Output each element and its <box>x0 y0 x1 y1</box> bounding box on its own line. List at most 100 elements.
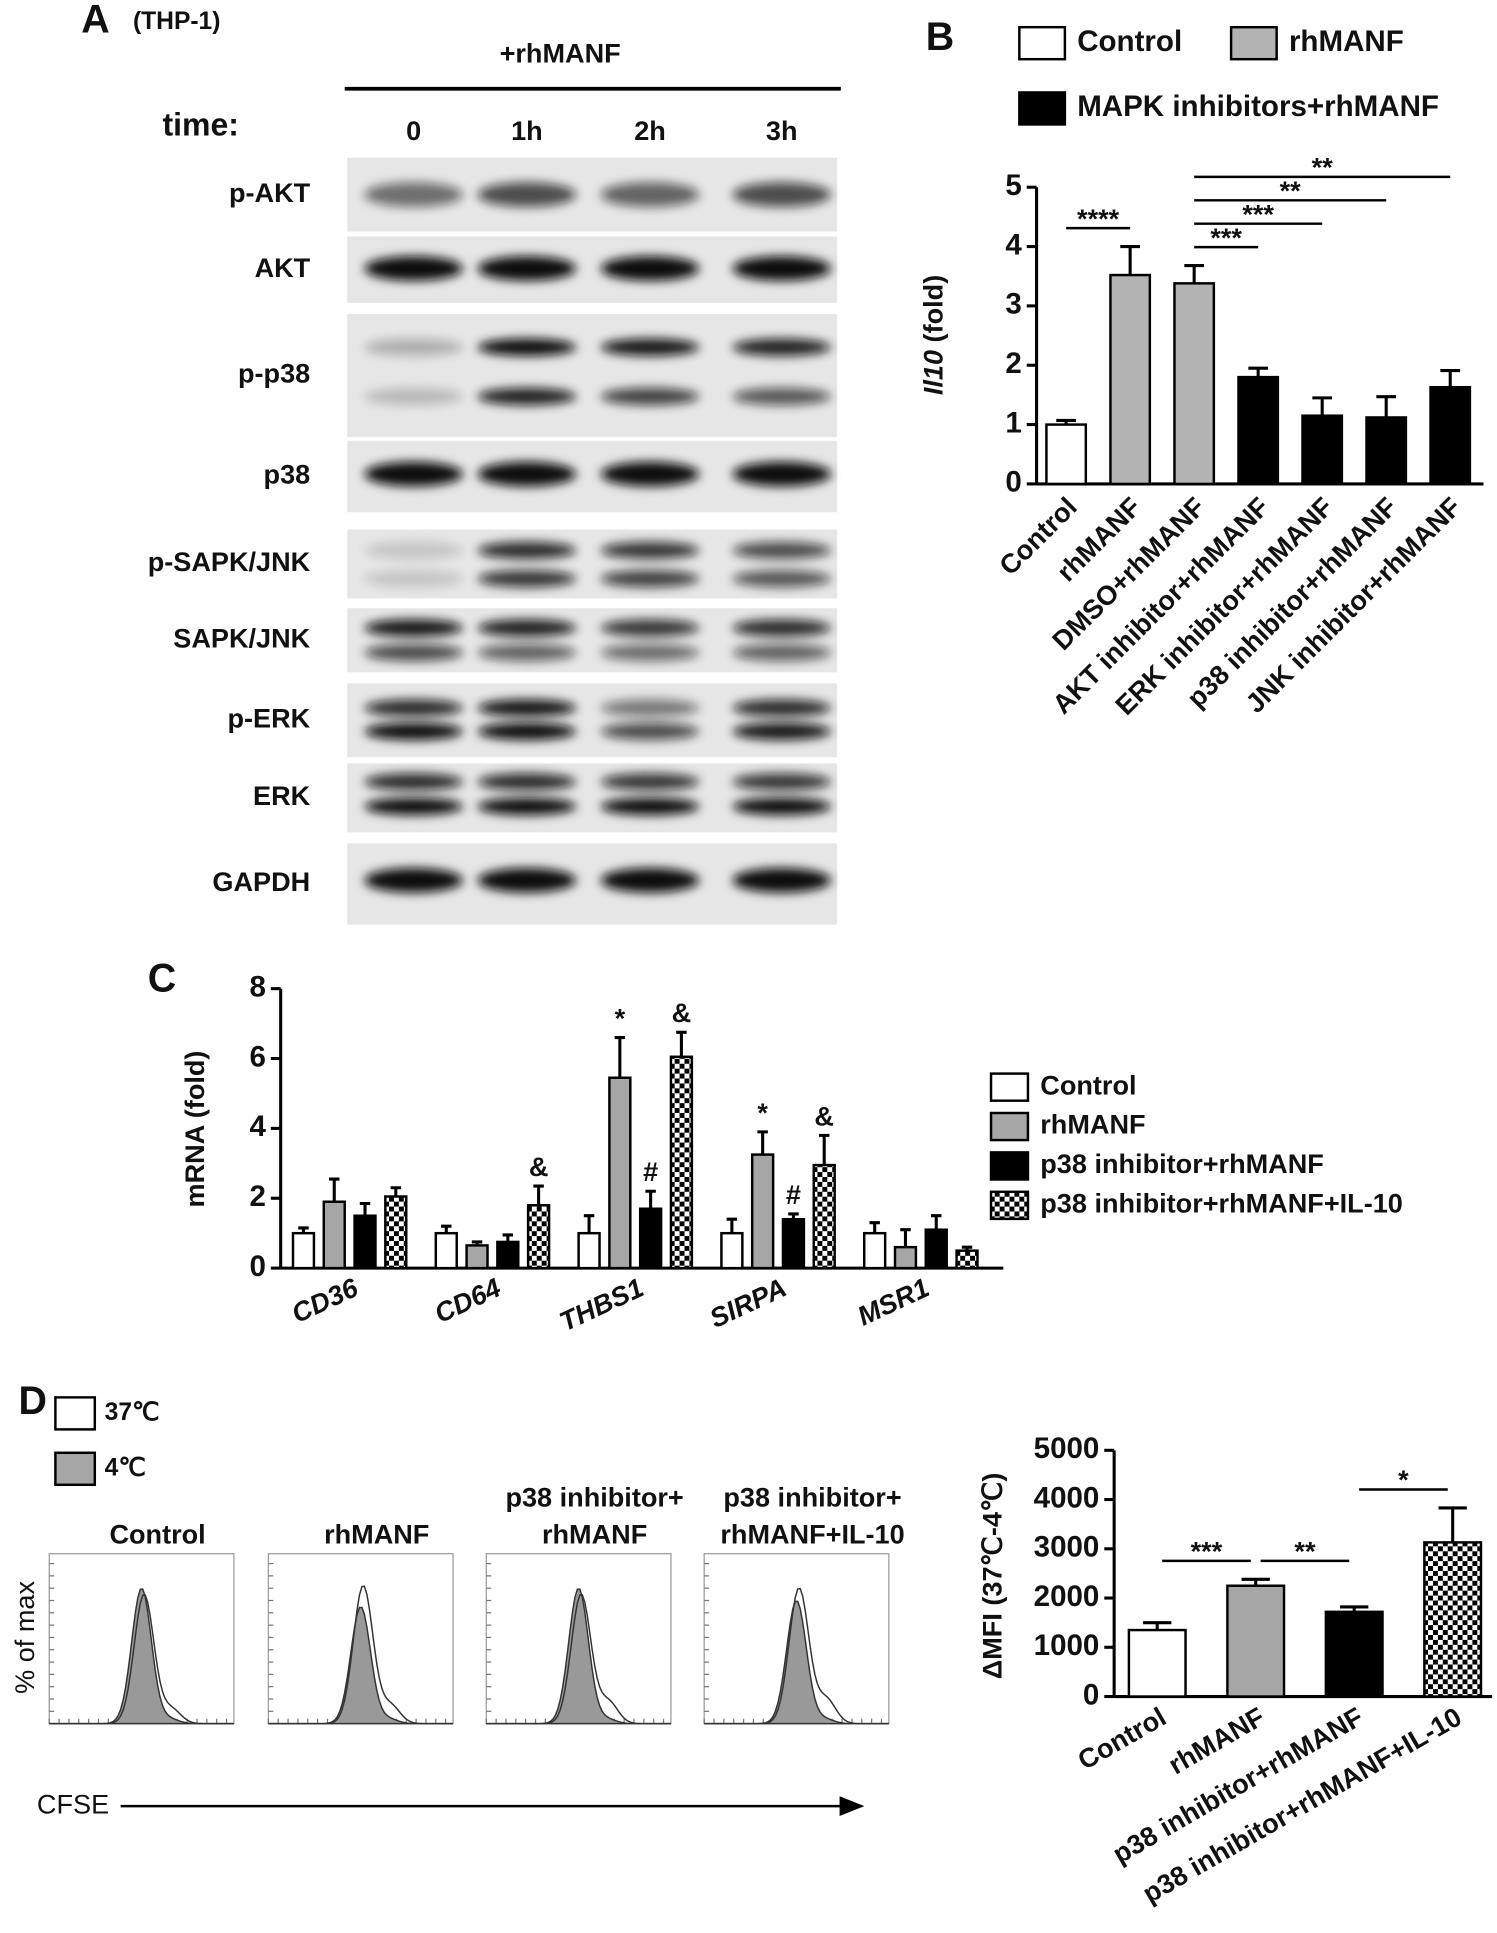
histogram-title: rhMANF <box>542 1519 647 1550</box>
bar <box>322 1200 346 1270</box>
y-tick-label: 0 <box>1005 466 1021 499</box>
bar <box>862 1231 887 1270</box>
bar <box>353 1214 377 1270</box>
legend-label: p38 inhibitor+rhMANF+IL-10 <box>1040 1187 1403 1218</box>
bar <box>434 1231 458 1270</box>
lane-label: 0 <box>406 115 421 146</box>
error-bar <box>726 1217 738 1234</box>
legend-label: 4℃ <box>105 1454 146 1481</box>
blot-band <box>364 182 463 207</box>
y-tick-label: 3000 <box>1034 1531 1100 1564</box>
x-tick-label: MSR1 <box>853 1272 934 1332</box>
panel-label: B <box>926 15 954 59</box>
y-tick-label: 2000 <box>1034 1580 1100 1613</box>
histogram-37c <box>49 1594 234 1725</box>
error-bar <box>1184 264 1205 284</box>
bar <box>577 1231 601 1270</box>
blot-band <box>364 619 463 637</box>
bar <box>750 1153 775 1270</box>
significance-label: *** <box>1191 1536 1223 1567</box>
bar <box>608 1076 632 1270</box>
y-axis-label: mRNA (fold) <box>179 1051 210 1208</box>
histogram-37c <box>486 1593 671 1725</box>
blot-band <box>600 570 700 588</box>
blot-band <box>364 461 463 487</box>
protein-label: p38 <box>264 459 311 490</box>
bar-annotation: * <box>615 1002 626 1033</box>
blot-band <box>364 338 463 356</box>
bar <box>781 1217 806 1270</box>
legend-label: MAPK inhibitors+rhMANF <box>1077 90 1439 123</box>
blot-band <box>364 643 463 662</box>
blot-band <box>600 387 700 406</box>
blot-band <box>732 570 831 588</box>
error-bar <box>1241 1577 1270 1586</box>
bar <box>669 1055 694 1270</box>
blot-band <box>600 868 700 893</box>
blot-background <box>347 314 838 438</box>
significance-label: ** <box>1312 152 1334 183</box>
y-axis-label-part: mRNA (fold) <box>179 1051 210 1208</box>
blot-band <box>477 182 577 207</box>
y-tick-label: 4000 <box>1034 1481 1100 1514</box>
blot-band <box>600 797 700 816</box>
blot-band <box>364 387 463 406</box>
bar <box>1226 1584 1286 1698</box>
bar-annotation: # <box>786 1179 801 1210</box>
blot-band <box>600 699 700 717</box>
blot-band <box>477 868 577 893</box>
blot-band <box>600 541 700 560</box>
error-bar <box>1340 1605 1369 1612</box>
legend-swatch <box>989 1072 1030 1102</box>
x-tick-label: SIRPA <box>705 1272 791 1334</box>
bar <box>526 1204 551 1270</box>
bar <box>496 1240 520 1270</box>
error-bar <box>298 1226 309 1234</box>
protein-label: p-SAPK/JNK <box>148 546 311 577</box>
blot-band <box>732 256 831 281</box>
legend-label: rhMANF <box>1289 25 1404 58</box>
bar-annotation: # <box>643 1156 658 1187</box>
y-tick-label: 8 <box>249 970 265 1003</box>
blot-background <box>347 608 838 673</box>
protein-label: p-AKT <box>229 177 311 208</box>
bar <box>384 1195 408 1270</box>
blot-band <box>600 461 700 487</box>
blot-band <box>732 797 831 816</box>
y-axis-label-part: ΔMFI (37℃-4℃) <box>977 1473 1008 1680</box>
protein-label: AKT <box>255 252 311 283</box>
blot-band <box>600 256 700 281</box>
histogram-37c <box>704 1587 889 1725</box>
blot-band <box>364 797 463 816</box>
protein-label: ERK <box>253 780 311 811</box>
blot-band <box>732 773 831 791</box>
bar <box>1237 375 1280 486</box>
y-tick-label: 1000 <box>1034 1629 1100 1662</box>
legend-label: Control <box>1040 1069 1136 1100</box>
error-bar <box>1248 366 1269 378</box>
error-bar <box>614 1036 626 1078</box>
y-tick-label: 1 <box>1005 406 1021 439</box>
y-tick-label: 5 <box>1005 169 1021 202</box>
blot-band <box>732 619 831 637</box>
bar <box>291 1231 316 1270</box>
error-bar <box>441 1224 452 1234</box>
error-bar <box>931 1214 942 1230</box>
error-bar <box>645 1189 656 1209</box>
protein-label: GAPDH <box>212 866 310 897</box>
blot-band <box>600 643 700 662</box>
panel-label: A <box>81 0 109 42</box>
blot-band <box>364 868 463 893</box>
blot-band <box>732 643 831 662</box>
blot-band <box>732 722 831 740</box>
blot-background <box>347 529 838 599</box>
y-axis-label-part: Il10 <box>918 350 949 395</box>
legend-swatch <box>54 1451 97 1487</box>
blot-band <box>477 619 577 637</box>
legend-swatch <box>989 1111 1030 1142</box>
error-bar <box>390 1186 402 1197</box>
y-axis-label: ΔMFI (37℃-4℃) <box>977 1473 1008 1680</box>
significance-label: * <box>1398 1464 1409 1495</box>
lane-label: 1h <box>511 115 543 146</box>
